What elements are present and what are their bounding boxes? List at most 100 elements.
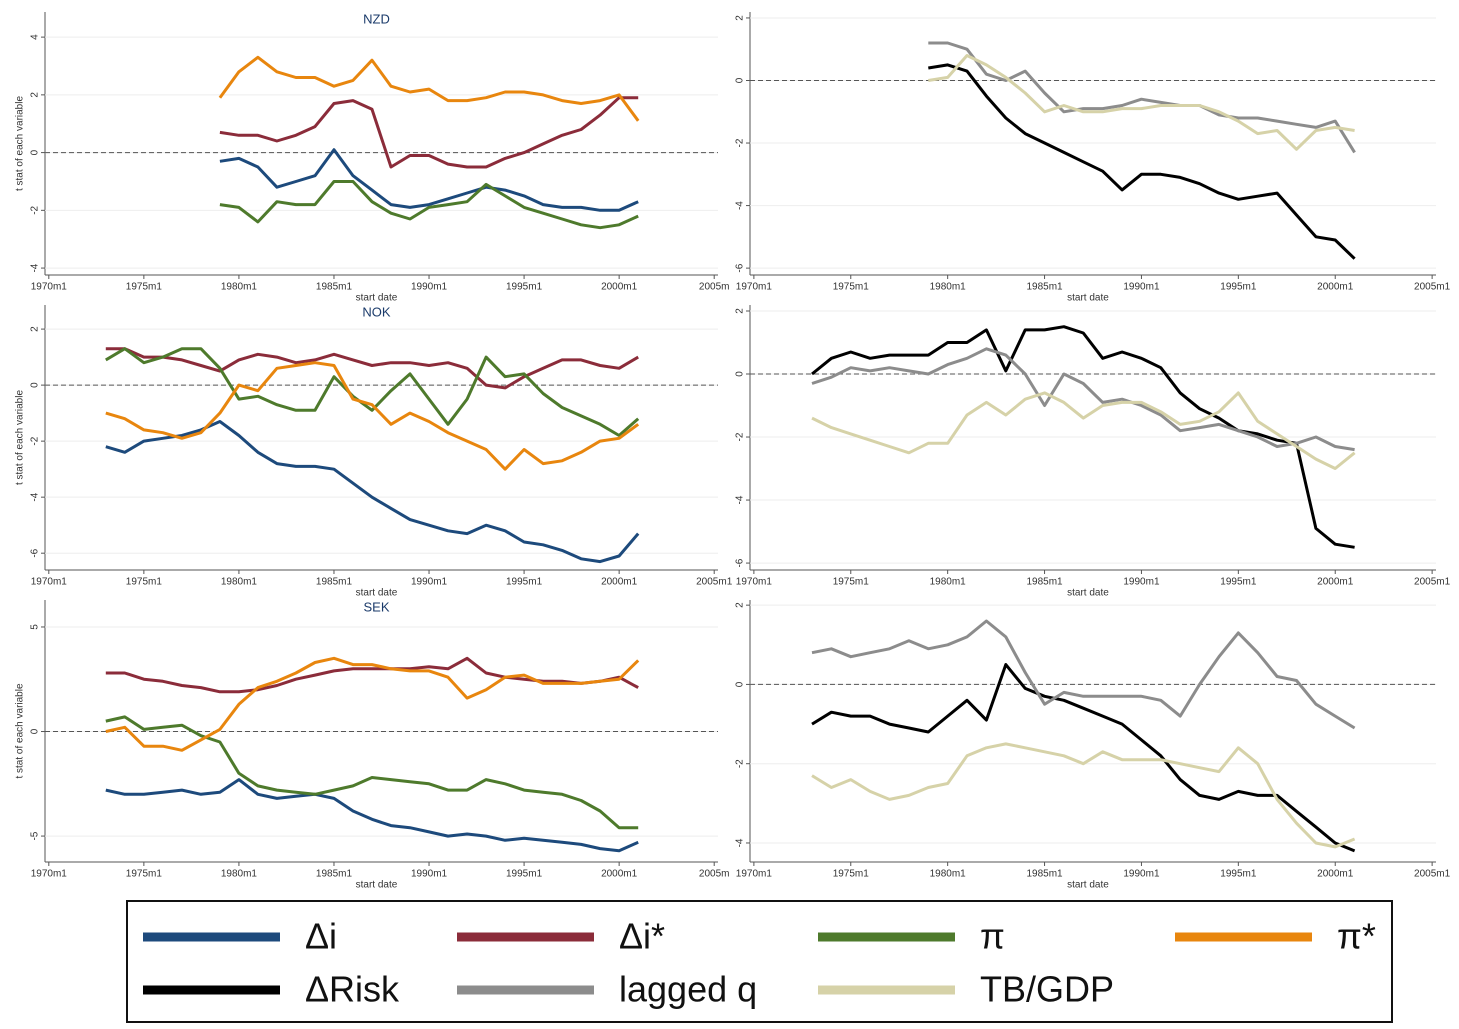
x-tick-label: 1980m1	[930, 577, 967, 588]
x-tick-label: 1975m1	[833, 577, 870, 588]
x-tick-label: 1970m1	[736, 577, 773, 588]
x-tick-label: 2005m1	[1414, 282, 1451, 293]
x-tick-label: 1990m1	[411, 869, 448, 880]
x-axis-label: start date	[356, 880, 398, 891]
x-tick-label: 1995m1	[506, 869, 543, 880]
x-tick-label: 1970m1	[31, 282, 68, 293]
y-tick-label: -4	[735, 495, 746, 504]
x-tick-label: 1995m1	[506, 282, 543, 293]
y-tick-label: -2	[30, 436, 41, 445]
legend-label: Δi	[305, 916, 337, 957]
legend-label: π	[980, 916, 1005, 957]
panel-title: NOK	[362, 304, 391, 319]
y-tick-label: 2	[735, 602, 746, 608]
x-tick-label: 1985m1	[1026, 282, 1063, 293]
x-tick-label: 1985m1	[1026, 577, 1063, 588]
x-axis-label: start date	[356, 293, 398, 304]
y-tick-label: 0	[735, 371, 746, 377]
x-tick-label: 2000m1	[601, 577, 638, 588]
y-tick-label: -2	[735, 432, 746, 441]
panel-title: NZD	[363, 11, 390, 26]
y-tick-label: -2	[30, 205, 41, 214]
series-line	[928, 63, 1356, 260]
y-axis-label: t stat of each variable	[15, 683, 26, 778]
series-line	[105, 347, 640, 437]
x-tick-label: 1985m1	[316, 869, 353, 880]
y-tick-label: -4	[735, 838, 746, 847]
x-tick-label: 1980m1	[221, 869, 258, 880]
series-line	[219, 180, 639, 230]
x-tick-label: 1970m1	[736, 282, 773, 293]
x-axis-label: start date	[1067, 588, 1109, 599]
y-tick-label: 0	[735, 77, 746, 83]
x-tick-label: 1980m1	[221, 282, 258, 293]
x-tick-label: 1980m1	[930, 869, 967, 880]
y-tick-label: 2	[735, 15, 746, 21]
y-tick-label: -2	[735, 138, 746, 147]
legend-box	[126, 900, 1393, 1023]
y-tick-label: 2	[30, 326, 41, 332]
y-tick-label: -4	[30, 492, 41, 501]
y-tick-label: 5	[30, 624, 41, 630]
x-tick-label: 1975m1	[126, 282, 163, 293]
y-tick-label: 4	[30, 34, 41, 40]
series-line	[105, 778, 639, 853]
x-tick-label: 2005m1	[696, 577, 733, 588]
x-tick-label: 2000m1	[1317, 577, 1354, 588]
x-tick-label: 2000m1	[1317, 282, 1354, 293]
y-tick-label: 2	[30, 92, 41, 98]
y-tick-label: 0	[30, 382, 41, 388]
y-tick-label: -4	[735, 201, 746, 210]
x-axis-label: start date	[1067, 880, 1109, 891]
series-line	[811, 619, 1356, 730]
series-line	[218, 55, 640, 122]
series-line	[105, 420, 640, 564]
x-tick-label: 2005m1	[1414, 869, 1451, 880]
x-tick-label: 1975m1	[833, 869, 870, 880]
x-tick-label: 1990m1	[1123, 869, 1160, 880]
x-tick-label: 1970m1	[736, 869, 773, 880]
x-tick-label: 1975m1	[126, 577, 163, 588]
y-tick-label: -4	[30, 263, 41, 272]
series-line	[105, 347, 639, 390]
x-tick-label: 1990m1	[1123, 282, 1160, 293]
x-tick-label: 1975m1	[833, 282, 870, 293]
x-tick-label: 2005m	[699, 869, 730, 880]
x-tick-label: 2005m	[699, 282, 730, 293]
y-axis-label: t stat of each variable	[15, 390, 26, 485]
y-tick-label: 0	[30, 149, 41, 155]
legend-label: TB/GDP	[980, 969, 1114, 1010]
series-line	[928, 54, 1355, 151]
x-tick-label: 1990m1	[1123, 577, 1160, 588]
series-line	[105, 656, 640, 752]
legend-label: Δi*	[619, 916, 665, 957]
x-tick-label: 1995m1	[1220, 869, 1257, 880]
series-line	[105, 656, 639, 694]
y-tick-label: -5	[30, 831, 41, 840]
x-tick-label: 1985m1	[316, 282, 353, 293]
legend-label: π*	[1337, 916, 1376, 957]
legend-label: ΔRisk	[305, 969, 400, 1010]
x-tick-label: 1985m1	[1026, 869, 1063, 880]
series-line	[811, 391, 1356, 470]
x-tick-label: 1980m1	[221, 577, 258, 588]
x-tick-label: 2000m1	[601, 282, 638, 293]
x-tick-label: 2000m1	[1317, 869, 1354, 880]
x-tick-label: 1995m1	[1220, 577, 1257, 588]
series-line	[811, 742, 1356, 849]
series-line	[928, 41, 1356, 154]
y-tick-label: 0	[30, 728, 41, 734]
y-tick-label: -6	[30, 548, 41, 557]
x-tick-label: 1985m1	[316, 577, 353, 588]
y-tick-label: 2	[735, 308, 746, 314]
series-line	[219, 96, 639, 169]
y-tick-label: -6	[735, 558, 746, 567]
y-tick-label: -6	[735, 263, 746, 272]
y-tick-label: 0	[735, 681, 746, 687]
series-line	[105, 361, 640, 471]
x-tick-label: 1990m1	[411, 577, 448, 588]
x-axis-label: start date	[356, 588, 398, 599]
y-tick-label: -2	[735, 759, 746, 768]
x-tick-label: 1970m1	[31, 869, 68, 880]
legend-label: lagged q	[619, 969, 757, 1010]
